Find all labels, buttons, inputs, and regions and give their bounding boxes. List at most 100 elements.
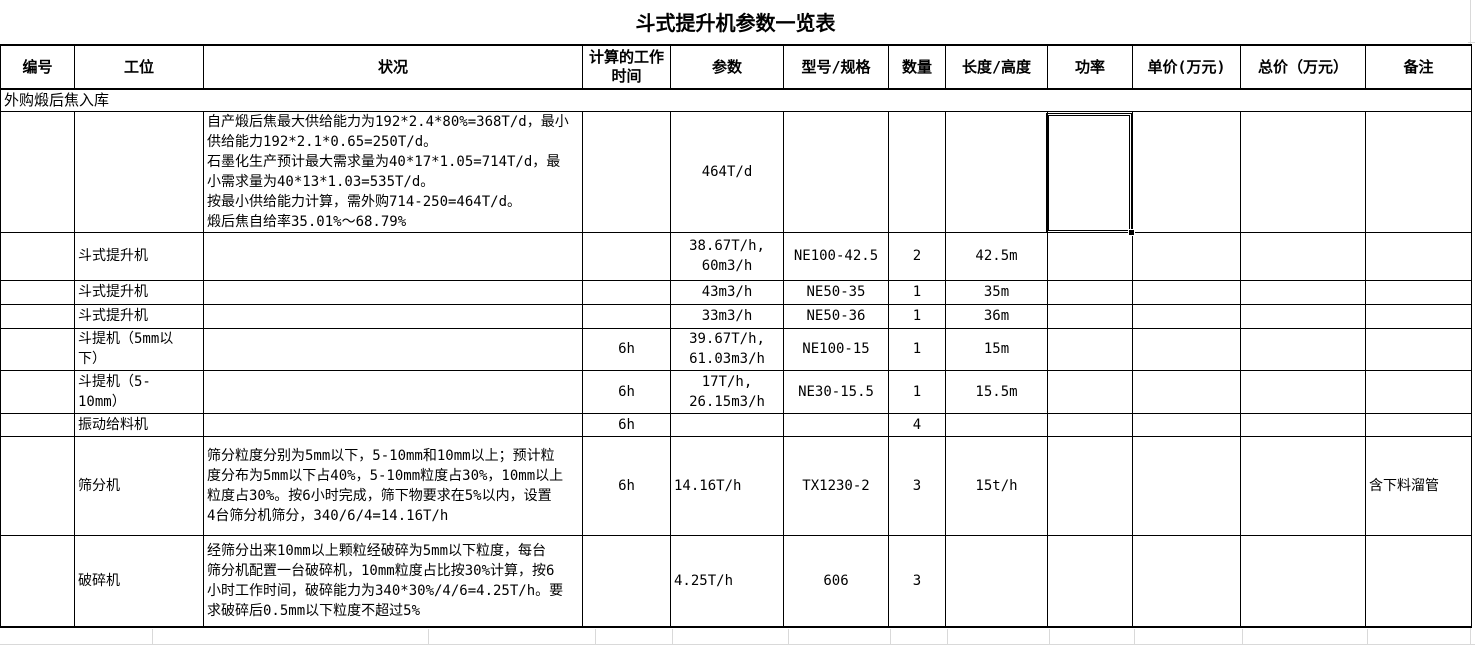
cell-power[interactable] xyxy=(1047,327,1133,371)
cell-total-price[interactable] xyxy=(1240,369,1366,414)
cell-status[interactable]: 筛分粒度分别为5mm以下，5-10mm和10mm以上；预计粒 度分布为5mm以下… xyxy=(203,435,583,536)
cell-status[interactable]: 自产煅后焦最大供给能力为192*2.4*80%=368T/d，最小 供给能力19… xyxy=(203,110,583,233)
cell-note[interactable] xyxy=(1365,110,1472,233)
header-length[interactable]: 长度/高度 xyxy=(945,44,1048,90)
cell-work-time[interactable]: 6h xyxy=(582,412,671,437)
cell-length[interactable] xyxy=(945,110,1048,233)
cell-model[interactable]: 606 xyxy=(783,534,889,628)
cell-param[interactable]: 17T/h, 26.15m3/h xyxy=(670,369,784,414)
cell-total-price[interactable] xyxy=(1240,534,1366,628)
cell-note[interactable] xyxy=(1365,369,1472,414)
cell-status[interactable]: 经筛分出来10mm以上颗粒经破碎为5mm以下粒度，每台 筛分机配置一台破碎机，1… xyxy=(203,534,583,628)
section-label[interactable]: 外购煅后焦入库 xyxy=(0,88,1472,112)
cell-power[interactable] xyxy=(1047,534,1133,628)
cell-unit-price[interactable] xyxy=(1132,435,1241,536)
cell-number[interactable] xyxy=(0,303,75,329)
cell-status[interactable] xyxy=(203,279,583,305)
cell-note[interactable] xyxy=(1365,279,1472,305)
cell-length[interactable]: 42.5m xyxy=(945,231,1048,281)
header-model[interactable]: 型号/规格 xyxy=(783,44,889,90)
cell-work-time[interactable] xyxy=(582,231,671,281)
header-unit-price[interactable]: 单价(万元) xyxy=(1132,44,1241,90)
selected-cell-outline[interactable] xyxy=(1046,113,1135,236)
cell-note[interactable] xyxy=(1365,303,1472,329)
cell-number[interactable] xyxy=(0,435,75,536)
header-station[interactable]: 工位 xyxy=(74,44,204,90)
cell-note[interactable] xyxy=(1365,231,1472,281)
cell-number[interactable] xyxy=(0,327,75,371)
cell-work-time[interactable]: 6h xyxy=(582,369,671,414)
cell-model[interactable]: NE50-35 xyxy=(783,279,889,305)
cell-station[interactable]: 振动给料机 xyxy=(74,412,204,437)
cell-station[interactable] xyxy=(74,110,204,233)
header-qty[interactable]: 数量 xyxy=(888,44,946,90)
cell-qty[interactable] xyxy=(888,110,946,233)
cell-station[interactable]: 破碎机 xyxy=(74,534,204,628)
header-work-time[interactable]: 计算的工作时间 xyxy=(582,44,671,90)
cell-model[interactable] xyxy=(783,412,889,437)
cell-total-price[interactable] xyxy=(1240,110,1366,233)
cell-param[interactable]: 38.67T/h, 60m3/h xyxy=(670,231,784,281)
cell-qty[interactable]: 2 xyxy=(888,231,946,281)
cell-station[interactable]: 斗提机（5mm以 下） xyxy=(74,327,204,371)
header-status[interactable]: 状况 xyxy=(203,44,583,90)
cell-param[interactable]: 14.16T/h xyxy=(670,435,784,536)
cell-work-time[interactable]: 6h xyxy=(582,435,671,536)
cell-total-price[interactable] xyxy=(1240,279,1366,305)
cell-number[interactable] xyxy=(0,110,75,233)
cell-number[interactable] xyxy=(0,412,75,437)
cell-station[interactable]: 斗提机（5- 10mm） xyxy=(74,369,204,414)
cell-length[interactable]: 35m xyxy=(945,279,1048,305)
cell-status[interactable] xyxy=(203,412,583,437)
cell-note[interactable]: 含下料溜管 xyxy=(1365,435,1472,536)
cell-model[interactable]: NE30-15.5 xyxy=(783,369,889,414)
cell-work-time[interactable]: 6h xyxy=(582,327,671,371)
cell-station[interactable]: 斗式提升机 xyxy=(74,231,204,281)
cell-model[interactable]: NE100-42.5 xyxy=(783,231,889,281)
cell-status[interactable] xyxy=(203,303,583,329)
cell-model[interactable] xyxy=(783,110,889,233)
cell-unit-price[interactable] xyxy=(1132,534,1241,628)
cell-length[interactable]: 15t/h xyxy=(945,435,1048,536)
cell-power[interactable] xyxy=(1047,435,1133,536)
cell-status[interactable] xyxy=(203,327,583,371)
cell-param[interactable]: 4.25T/h xyxy=(670,534,784,628)
cell-unit-price[interactable] xyxy=(1132,369,1241,414)
cell-qty[interactable]: 1 xyxy=(888,303,946,329)
cell-power[interactable] xyxy=(1047,303,1133,329)
cell-power[interactable] xyxy=(1047,369,1133,414)
cell-unit-price[interactable] xyxy=(1132,231,1241,281)
cell-work-time[interactable] xyxy=(582,303,671,329)
cell-number[interactable] xyxy=(0,279,75,305)
cell-qty[interactable]: 4 xyxy=(888,412,946,437)
cell-param[interactable]: 43m3/h xyxy=(670,279,784,305)
cell-qty[interactable]: 3 xyxy=(888,435,946,536)
cell-total-price[interactable] xyxy=(1240,303,1366,329)
cell-qty[interactable]: 3 xyxy=(888,534,946,628)
cell-param[interactable] xyxy=(670,412,784,437)
cell-power[interactable] xyxy=(1047,412,1133,437)
cell-total-price[interactable] xyxy=(1240,231,1366,281)
cell-note[interactable] xyxy=(1365,327,1472,371)
cell-model[interactable]: NE100-15 xyxy=(783,327,889,371)
cell-work-time[interactable] xyxy=(582,110,671,233)
cell-total-price[interactable] xyxy=(1240,435,1366,536)
cell-qty[interactable]: 1 xyxy=(888,369,946,414)
cell-qty[interactable]: 1 xyxy=(888,279,946,305)
header-number[interactable]: 编号 xyxy=(0,44,75,90)
cell-length[interactable] xyxy=(945,412,1048,437)
cell-total-price[interactable] xyxy=(1240,412,1366,437)
cell-number[interactable] xyxy=(0,231,75,281)
cell-param[interactable]: 39.67T/h, 61.03m3/h xyxy=(670,327,784,371)
cell-unit-price[interactable] xyxy=(1132,303,1241,329)
cell-power[interactable] xyxy=(1047,231,1133,281)
cell-unit-price[interactable] xyxy=(1132,279,1241,305)
cell-length[interactable]: 15m xyxy=(945,327,1048,371)
header-note[interactable]: 备注 xyxy=(1365,44,1472,90)
cell-number[interactable] xyxy=(0,534,75,628)
cell-qty[interactable]: 1 xyxy=(888,327,946,371)
cell-length[interactable] xyxy=(945,534,1048,628)
cell-model[interactable]: TX1230-2 xyxy=(783,435,889,536)
cell-work-time[interactable] xyxy=(582,279,671,305)
header-param[interactable]: 参数 xyxy=(670,44,784,90)
